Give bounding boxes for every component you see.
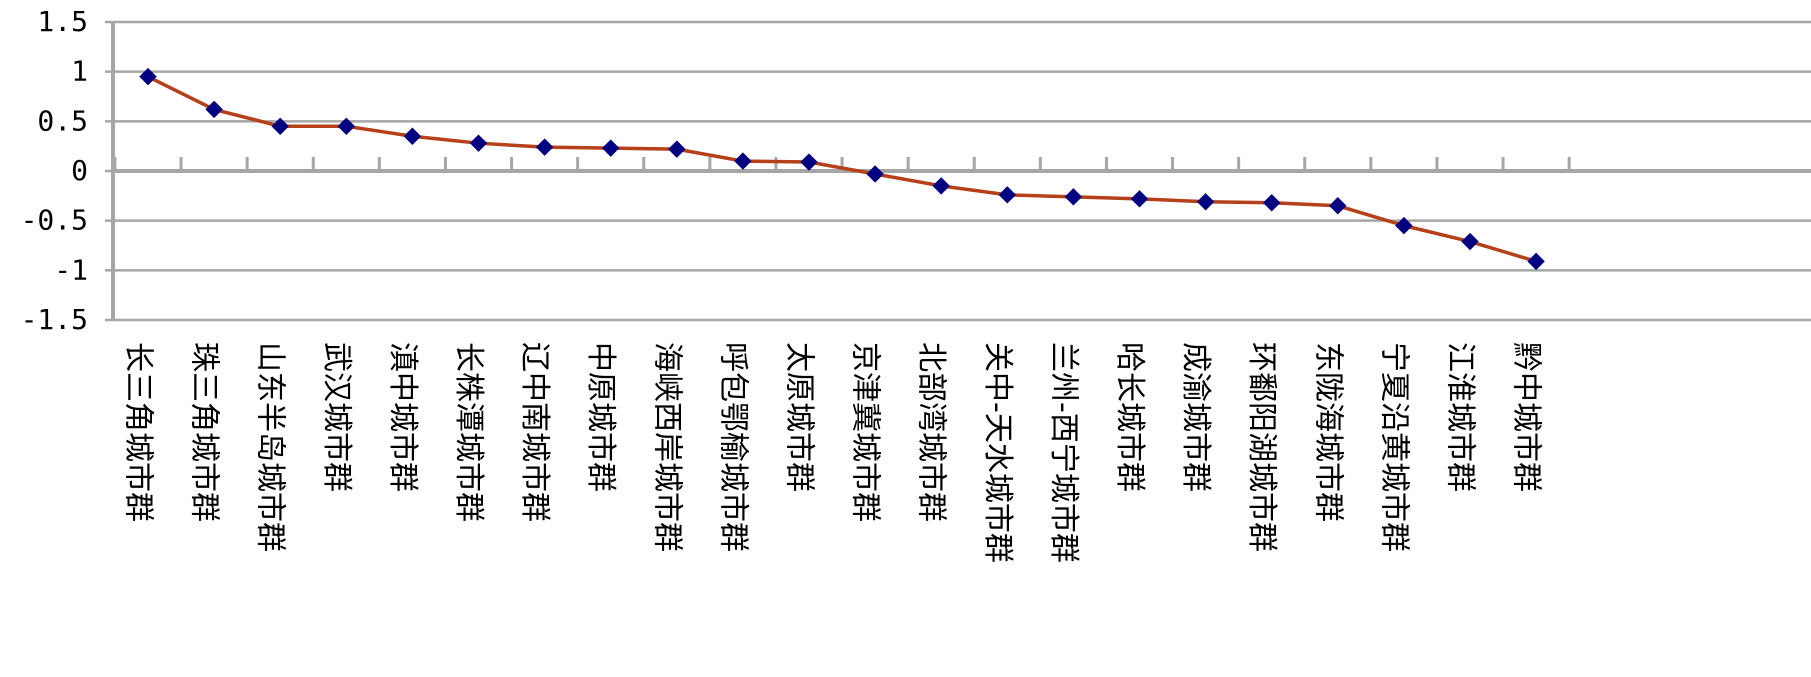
series-polyline bbox=[147, 75, 1537, 264]
data-point bbox=[932, 177, 950, 195]
x-category-label: 江淮城市群 bbox=[1443, 342, 1478, 492]
data-point bbox=[1461, 232, 1479, 251]
x-category-label: 辽中南城市群 bbox=[517, 342, 552, 522]
x-category-label: 京津冀城市群 bbox=[848, 342, 883, 522]
x-category-label: 太原城市群 bbox=[782, 342, 817, 492]
x-category-label: 关中-天水城市群 bbox=[980, 342, 1015, 563]
x-category-label: 中原城市群 bbox=[583, 342, 618, 492]
x-category-label: 黔中城市群 bbox=[1509, 342, 1544, 492]
data-point bbox=[1196, 193, 1215, 211]
data-point bbox=[668, 140, 686, 158]
x-category-label: 山东半岛城市群 bbox=[253, 342, 288, 552]
data-point bbox=[1262, 194, 1281, 212]
x-category-label: 兰州-西宁城市群 bbox=[1046, 342, 1081, 563]
data-point bbox=[1527, 252, 1545, 271]
y-tick-label: 1 bbox=[71, 55, 88, 88]
x-category-label: 东陇海城市群 bbox=[1310, 342, 1345, 522]
x-category-label: 北部湾城市群 bbox=[914, 342, 949, 522]
y-tick-label: 0 bbox=[71, 154, 88, 187]
data-point bbox=[1130, 190, 1149, 208]
data-point bbox=[337, 117, 356, 136]
data-point bbox=[535, 138, 554, 156]
x-category-label: 成渝城市群 bbox=[1178, 342, 1213, 492]
axes bbox=[105, 20, 1811, 322]
y-tick-label: 0.5 bbox=[37, 104, 88, 137]
y-tick-label: -1.5 bbox=[21, 303, 88, 336]
data-point bbox=[800, 153, 818, 171]
x-category-label: 滇中城市群 bbox=[385, 342, 420, 492]
data-point bbox=[866, 165, 884, 183]
y-axis-tick-labels: 1.5 1 0.5 0 -0.5 -1 -1.5 bbox=[21, 5, 88, 336]
y-tick-label: 1.5 bbox=[37, 5, 88, 38]
data-point bbox=[601, 139, 620, 157]
data-point bbox=[139, 67, 157, 86]
data-markers bbox=[139, 67, 1545, 271]
data-point bbox=[271, 117, 289, 136]
y-tick-label: -0.5 bbox=[21, 204, 88, 237]
x-category-label: 珠三角城市群 bbox=[187, 342, 222, 522]
data-point bbox=[1064, 188, 1083, 206]
data-point bbox=[998, 186, 1017, 204]
data-point bbox=[734, 152, 752, 170]
x-category-label: 海峡西岸城市群 bbox=[649, 342, 684, 552]
data-point bbox=[205, 100, 223, 119]
data-point bbox=[1395, 216, 1413, 235]
data-point bbox=[1329, 197, 1347, 215]
x-category-label: 武汉城市群 bbox=[319, 342, 354, 492]
x-axis-category-labels: 长三角城市群 珠三角城市群 山东半岛城市群 武汉城市群 滇中城市群 长株潭城市群 辽中南城市… bbox=[121, 342, 1544, 563]
data-point bbox=[469, 134, 488, 152]
data-point bbox=[403, 127, 422, 145]
x-category-label: 哈长城市群 bbox=[1112, 342, 1147, 492]
x-category-label: 宁夏沿黄城市群 bbox=[1376, 342, 1411, 552]
x-category-label: 环鄱阳湖城市群 bbox=[1244, 342, 1279, 552]
x-category-label: 长株潭城市群 bbox=[451, 342, 486, 522]
x-category-label: 呼包鄂榆城市群 bbox=[715, 342, 750, 552]
series-line bbox=[147, 75, 1537, 264]
y-tick-label: -1 bbox=[54, 253, 88, 286]
x-category-label: 长三角城市群 bbox=[121, 342, 156, 522]
